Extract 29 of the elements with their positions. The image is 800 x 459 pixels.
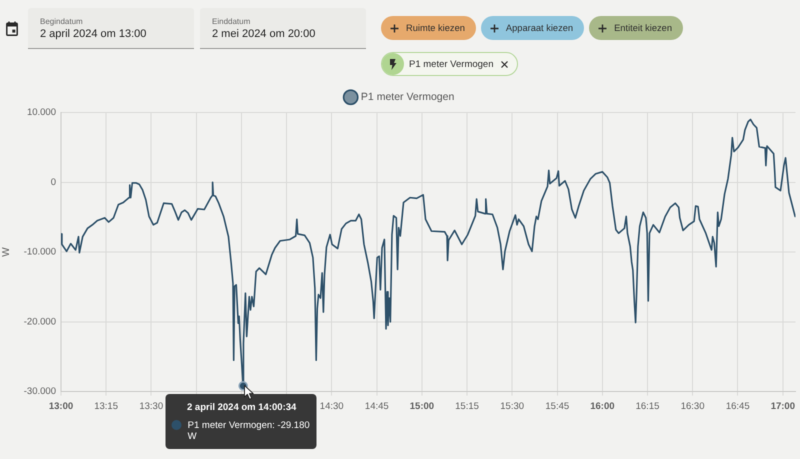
filter-chip: P1 meter Vermogen — [381, 52, 518, 76]
y-tick-label: -30.000 — [24, 386, 56, 398]
annotation: 2 april 2024 om 14:00:34 — [186, 402, 296, 413]
x-tick-label: 16:15 — [636, 400, 660, 412]
y-tick-label: 0 — [50, 176, 56, 188]
x-tick-label: 15:30 — [500, 400, 524, 412]
x-tick-label: 16:00 — [590, 400, 615, 412]
x-tick-label: 14:45 — [364, 400, 389, 412]
date-field: Einddatum 2 mei 2024 om 20:00 — [200, 8, 366, 49]
date-field: Begindatum 2 april 2024 om 13:00 — [28, 8, 194, 49]
filter-button: Apparaat kiezen — [480, 16, 584, 40]
x-tick-label: 13:15 — [94, 400, 118, 412]
x-tick-label: 15:45 — [545, 400, 570, 412]
x-tick-label: 16:45 — [726, 400, 750, 412]
x-tick-label: 15:00 — [410, 400, 434, 412]
y-axis-title: W — [0, 246, 12, 257]
x-tick-label: 14:30 — [320, 400, 344, 412]
x-tick-label: 16:30 — [680, 400, 705, 412]
filter-button: Ruimte kiezen — [381, 16, 476, 40]
filter-button: Entiteit kiezen — [589, 16, 683, 40]
y-tick-label: 10.000 — [26, 107, 56, 118]
x-tick-label: 13:30 — [139, 400, 164, 412]
tooltip: 2 april 2024 om 14:00:34 P1 meter Vermogen: -29.180 W — [166, 394, 317, 449]
y-tick-label: -20.000 — [24, 316, 56, 328]
legend-label: P1 meter Vermogen — [360, 91, 454, 104]
x-tick-label: 15:15 — [455, 400, 479, 412]
y-tick-label: -10.000 — [24, 246, 56, 258]
x-tick-label: 17:00 — [770, 400, 796, 412]
x-tick-label: 13:00 — [48, 400, 74, 412]
